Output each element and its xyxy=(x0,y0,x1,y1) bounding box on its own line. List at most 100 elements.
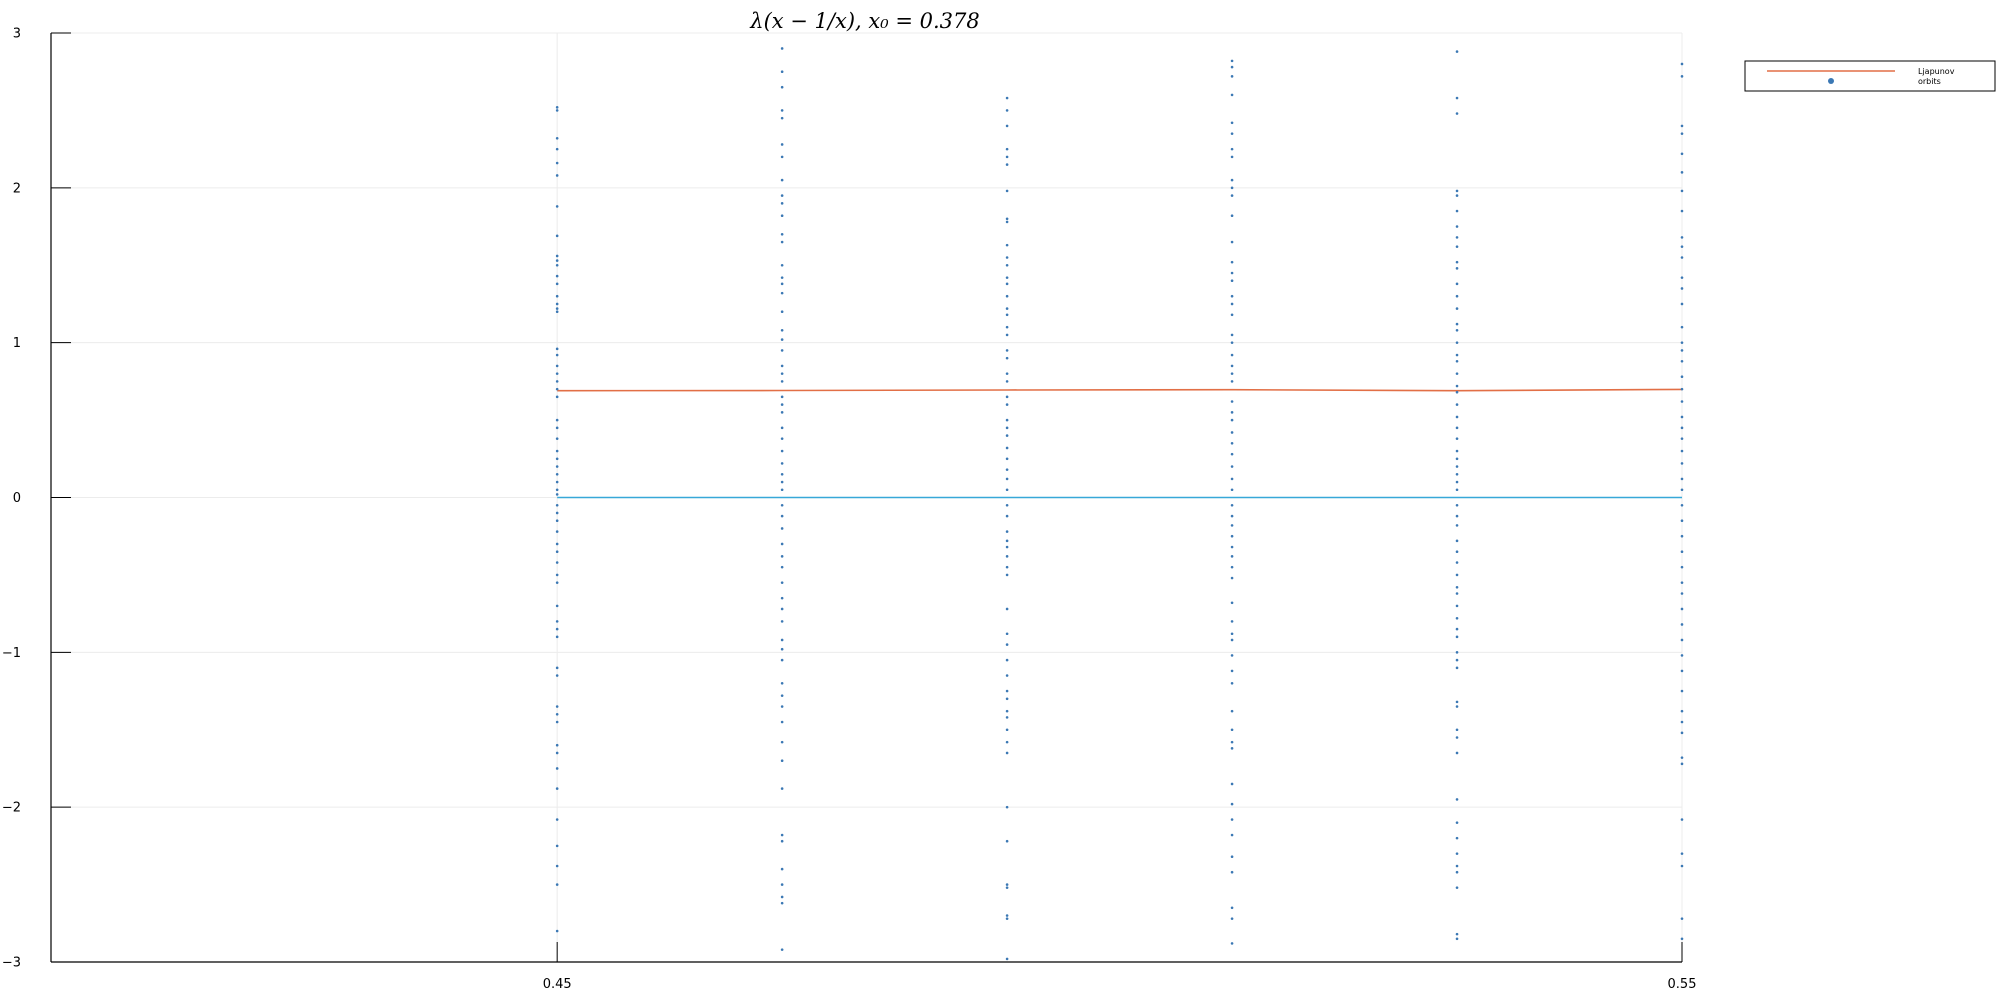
orbit-point xyxy=(1680,709,1684,713)
orbit-point xyxy=(780,276,784,279)
orbit-point xyxy=(1455,886,1459,889)
orbit-point xyxy=(555,457,559,461)
orbit-point xyxy=(1455,390,1459,394)
orbit-point xyxy=(780,202,784,205)
orbit-point xyxy=(555,347,559,351)
orbit-point xyxy=(1455,465,1459,468)
orbit-point xyxy=(1005,349,1009,352)
orbit-point xyxy=(1680,132,1684,135)
orbit-point xyxy=(780,240,784,244)
orbit-point xyxy=(1455,50,1459,53)
orbit-point xyxy=(1455,651,1459,654)
orbit-point xyxy=(1455,705,1459,708)
orbit-point xyxy=(555,205,559,208)
orbit-point xyxy=(1230,870,1234,874)
orbit-point xyxy=(1680,720,1684,724)
orbit-point xyxy=(1230,682,1234,685)
orbit-point xyxy=(1455,586,1459,589)
orbit-point xyxy=(555,666,559,670)
orbit-point xyxy=(1680,731,1684,735)
orbit-point xyxy=(555,705,559,708)
orbit-point xyxy=(1005,294,1009,298)
orbit-point xyxy=(1680,550,1684,553)
orbit-point xyxy=(1230,747,1234,750)
orbit-point xyxy=(780,194,784,197)
orbit-point xyxy=(1230,534,1234,538)
orbit-point xyxy=(1230,147,1234,151)
orbit-point xyxy=(780,514,784,518)
orbit-point xyxy=(1005,709,1009,713)
orbit-point xyxy=(1230,477,1234,481)
orbit-point xyxy=(1680,256,1684,259)
orbit-point xyxy=(1680,415,1684,419)
orbit-point xyxy=(1005,607,1009,611)
orbit-point xyxy=(1005,716,1009,719)
orbit-point xyxy=(555,674,559,677)
orbit-point xyxy=(555,161,559,165)
orbit-point xyxy=(555,844,559,848)
orbit-point xyxy=(1680,171,1684,174)
orbit-point xyxy=(1455,307,1459,310)
orbit-point xyxy=(1455,604,1459,608)
orbit-point xyxy=(780,155,784,159)
orbit-point xyxy=(780,720,784,724)
orbit-point xyxy=(1455,870,1459,874)
orbit-point xyxy=(1680,534,1684,538)
orbit-point xyxy=(1455,666,1459,670)
orbit-point xyxy=(1455,384,1459,388)
orbit-point xyxy=(1455,472,1459,476)
orbit-point xyxy=(555,864,559,868)
orbit-point xyxy=(1230,65,1234,69)
orbit-point xyxy=(780,555,784,558)
orbit-point xyxy=(780,116,784,120)
orbit-point xyxy=(1680,341,1684,344)
orbit-point xyxy=(780,214,784,218)
orbit-point xyxy=(1005,886,1009,889)
orbit-point xyxy=(555,581,559,584)
orbit-point xyxy=(1680,917,1684,920)
orbit-point xyxy=(1005,488,1009,492)
orbit-point xyxy=(1455,209,1459,213)
orbit-point xyxy=(555,743,559,747)
orbit-point xyxy=(1005,957,1009,961)
orbit-point xyxy=(1005,468,1009,471)
orbit-point xyxy=(1230,240,1234,244)
orbit-point xyxy=(1680,325,1684,329)
y-tick-label: 2 xyxy=(13,181,21,196)
orbit-point xyxy=(555,380,559,383)
orbit-point xyxy=(1455,488,1459,492)
orbit-point xyxy=(555,437,559,440)
orbit-point xyxy=(1230,818,1234,821)
y-tick-label: −1 xyxy=(2,646,21,661)
orbit-point xyxy=(1680,426,1684,430)
orbit-point xyxy=(1455,937,1459,941)
orbit-point xyxy=(555,550,559,553)
orbit-point xyxy=(780,472,784,476)
orbit-point xyxy=(1680,287,1684,290)
orbit-point xyxy=(555,751,559,755)
orbit-point xyxy=(1230,121,1234,125)
orbit-point xyxy=(1680,623,1684,626)
orbit-point xyxy=(1005,256,1009,259)
orbit-point xyxy=(555,294,559,298)
orbit-point xyxy=(1680,581,1684,584)
orbit-point xyxy=(1455,864,1459,868)
orbit-point xyxy=(1680,864,1684,868)
orbit-point xyxy=(1005,124,1009,128)
orbit-point xyxy=(1230,802,1234,806)
orbit-point xyxy=(1230,372,1234,375)
orbit-point xyxy=(1455,415,1459,419)
orbit-point xyxy=(1455,627,1459,631)
orbit-point xyxy=(1680,189,1684,193)
orbit-point xyxy=(1005,643,1009,646)
orbit-point xyxy=(1680,488,1684,492)
orbit-point xyxy=(780,47,784,50)
orbit-point xyxy=(555,561,559,564)
orbit-point xyxy=(555,635,559,639)
orbit-point xyxy=(1680,638,1684,642)
orbit-point xyxy=(555,767,559,770)
orbit-point xyxy=(780,328,784,332)
orbit-point xyxy=(780,403,784,406)
